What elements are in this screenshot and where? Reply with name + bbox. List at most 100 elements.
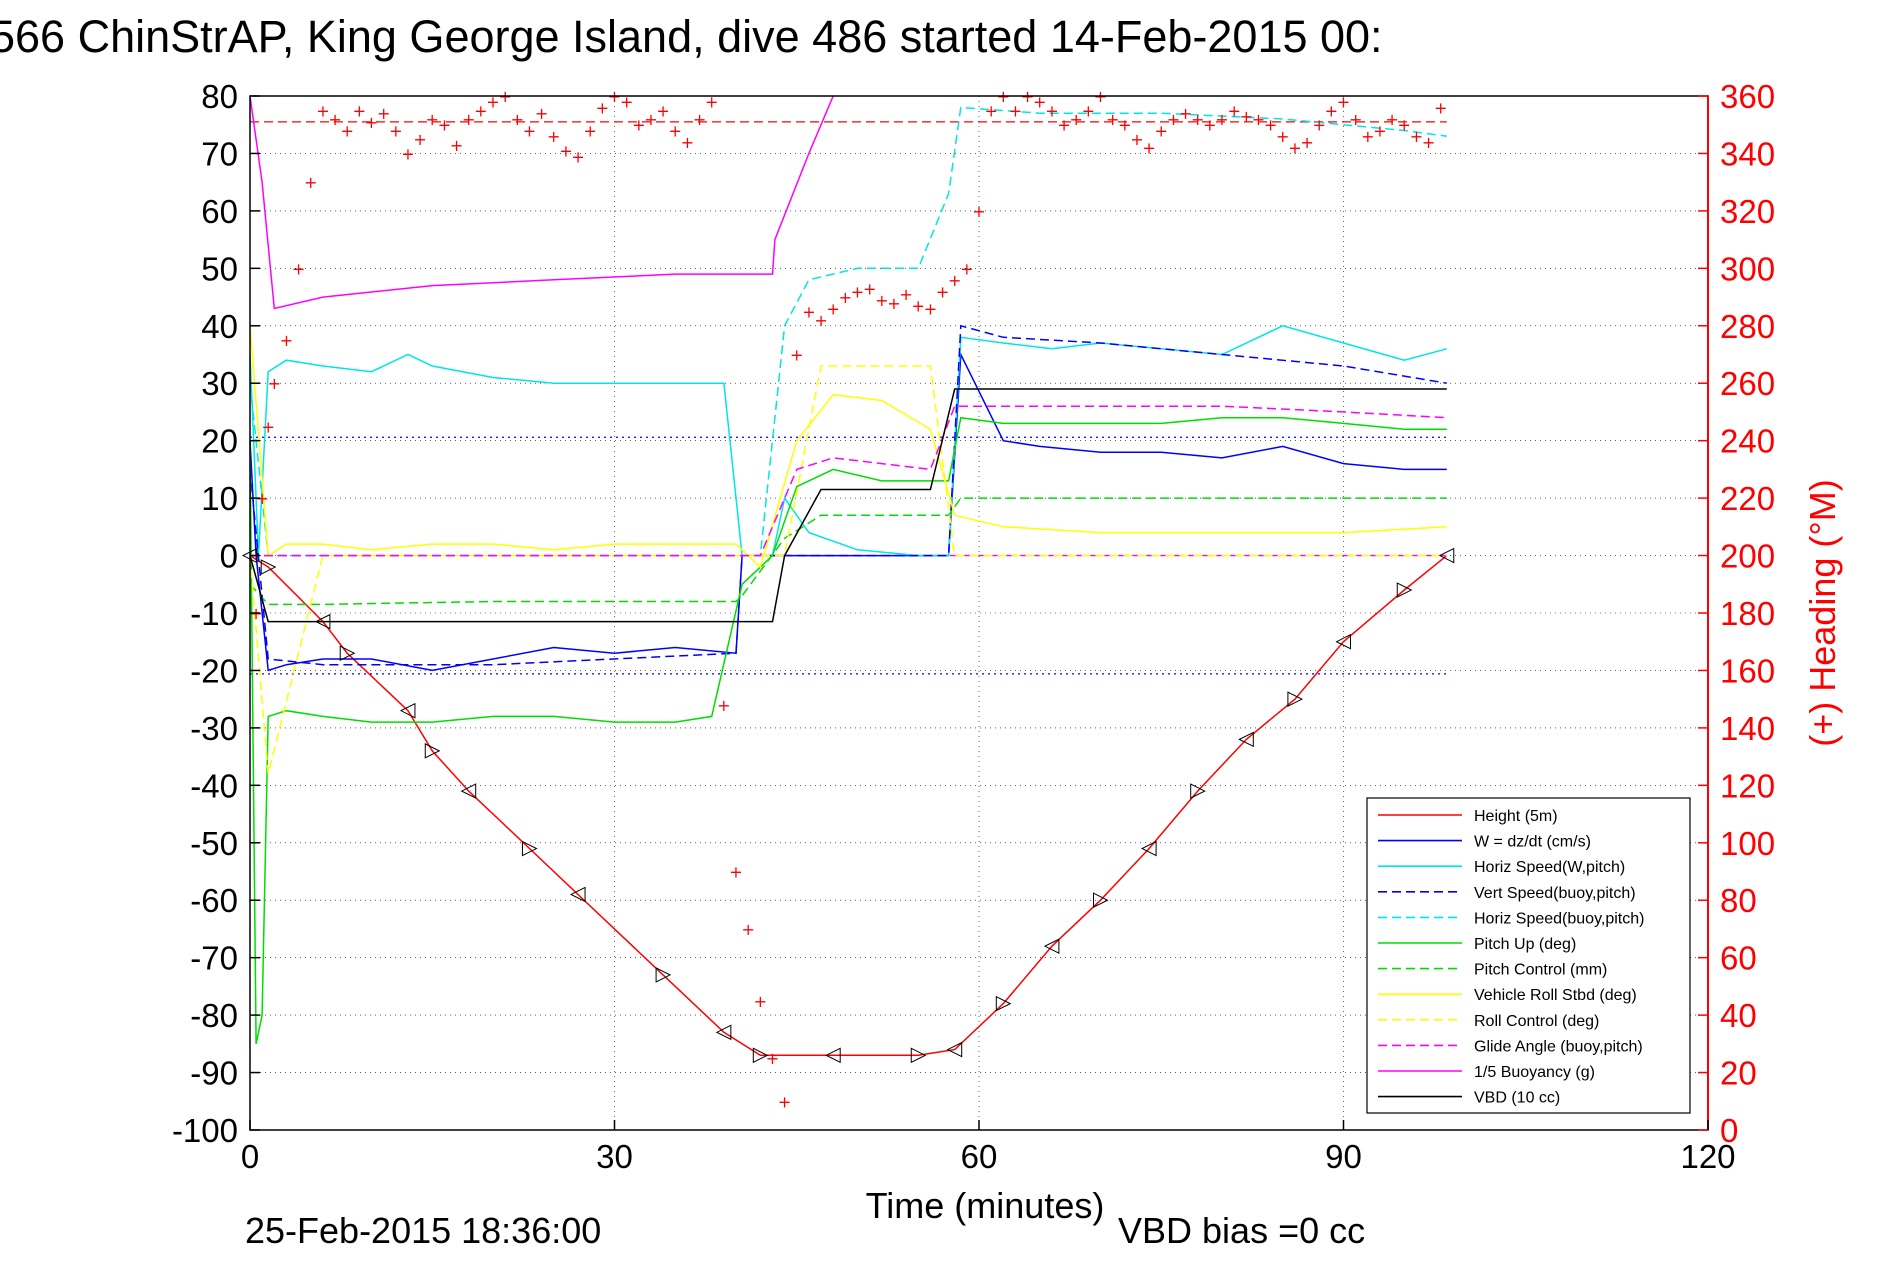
- y-tick-label-right: 0: [1720, 1112, 1738, 1149]
- heading-point: +: [1252, 110, 1265, 129]
- heading-point: +: [1057, 116, 1070, 135]
- heading-point: +: [1082, 101, 1095, 120]
- height-marker: [1438, 547, 1455, 564]
- y-axis-right-label: (+) Heading (°M): [1802, 479, 1843, 746]
- series-line-4: [249, 106, 1447, 557]
- legend-entry-label: Vert Speed(buoy,pitch): [1474, 885, 1636, 902]
- height-marker: [399, 702, 416, 719]
- height-marker: [424, 743, 441, 759]
- heading-point: +: [1300, 133, 1313, 152]
- height-marker: [752, 1047, 769, 1064]
- heading-point: +: [814, 311, 827, 330]
- heading-point: +: [802, 302, 815, 321]
- series-line-10: [249, 95, 834, 310]
- heading-point: +: [717, 696, 730, 715]
- series-layer: [249, 95, 1448, 1057]
- x-tick-label: 60: [961, 1138, 998, 1175]
- heading-point: +: [583, 121, 596, 140]
- y-tick-label-right: 160: [1720, 652, 1775, 689]
- heading-point: +: [401, 144, 414, 163]
- y-tick-label-left: 10: [201, 480, 238, 517]
- legend-entry-label: W = dz/dt (cm/s): [1474, 834, 1591, 851]
- heading-point: +: [365, 113, 378, 132]
- heading-point: +: [887, 294, 900, 313]
- heading-point: +: [1227, 101, 1240, 120]
- heading-point: +: [559, 142, 572, 161]
- heading-point: +: [1422, 133, 1435, 152]
- height-marker: [339, 645, 356, 662]
- y-tick-label-left: -10: [190, 595, 238, 632]
- height-marker: [1140, 840, 1157, 857]
- heading-point: +: [875, 291, 888, 310]
- heading-point: +: [1398, 116, 1411, 135]
- footer-date: 25-Feb-2015 18:36:00: [245, 1210, 601, 1251]
- y-tick-label-left: 0: [220, 538, 238, 575]
- heading-point: +: [1337, 93, 1350, 112]
- heading-point: +: [851, 282, 864, 301]
- heading-point: +: [462, 110, 475, 129]
- heading-point: +: [1069, 110, 1082, 129]
- heading-point: +: [511, 110, 524, 129]
- heading-point: +: [1033, 93, 1046, 112]
- y-tick-label-left: 20: [201, 423, 238, 460]
- series-line-3: [249, 324, 1447, 666]
- y-tick-label-right: 60: [1720, 940, 1757, 977]
- y-tick-label-left: -50: [190, 825, 238, 862]
- heading-point: +: [741, 920, 754, 939]
- x-tick-label: 120: [1680, 1138, 1735, 1175]
- heading-point: +: [924, 300, 937, 319]
- y-tick-label-left: -70: [190, 940, 238, 977]
- legend-entry-label: Vehicle Roll Stbd (deg): [1474, 987, 1637, 1004]
- heading-point: +: [863, 279, 876, 298]
- heading-point: +: [912, 297, 925, 316]
- heading-point: +: [1191, 110, 1204, 129]
- heading-point: +: [1373, 121, 1386, 140]
- heading-point: +: [1167, 110, 1180, 129]
- heading-point: +: [1155, 121, 1168, 140]
- height-marker: [1287, 691, 1304, 707]
- heading-point: +: [1434, 98, 1447, 117]
- y-tick-label-right: 100: [1720, 825, 1775, 862]
- x-tick-label: 90: [1325, 1138, 1362, 1175]
- y-tick-label-right: 80: [1720, 882, 1757, 919]
- series-line-1: [249, 351, 1447, 672]
- y-tick-label-left: 30: [201, 365, 238, 402]
- heading-point: +: [280, 331, 293, 350]
- heading-point: +: [632, 116, 645, 135]
- heading-point: +: [1312, 116, 1325, 135]
- y-tick-label-left: -20: [190, 652, 238, 689]
- heading-point: +: [571, 147, 584, 166]
- y-tick-label-right: 320: [1720, 193, 1775, 230]
- height-marker: [995, 995, 1012, 1012]
- y-tick-label-right: 260: [1720, 365, 1775, 402]
- heading-point: +: [1325, 101, 1338, 120]
- series-line-9: [250, 405, 1447, 557]
- height-marker: [715, 1024, 732, 1041]
- legend-entry-label: 1/5 Buoyancy (g): [1474, 1064, 1595, 1081]
- legend-entry-label: Roll Control (deg): [1474, 1013, 1599, 1030]
- height-marker: [521, 840, 538, 857]
- heading-point: +: [340, 121, 353, 140]
- y-tick-label-right: 300: [1720, 250, 1775, 287]
- heading-point: +: [948, 271, 961, 290]
- heading-point: +: [754, 992, 767, 1011]
- y-tick-label-left: -40: [190, 767, 238, 804]
- y-tick-label-left: -100: [172, 1112, 238, 1149]
- series-line-5: [249, 416, 1447, 1044]
- series-line-2: [249, 325, 1447, 557]
- series-line-0: [249, 554, 1448, 1057]
- x-axis-label: Time (minutes): [866, 1185, 1105, 1226]
- heading-point: +: [790, 346, 803, 365]
- height-marker: [1093, 892, 1109, 909]
- legend-entry-label: Horiz Speed(buoy,pitch): [1474, 910, 1644, 927]
- heading-point: +: [1130, 130, 1143, 149]
- series-line-6: [249, 497, 1447, 606]
- heading-point: +: [1288, 139, 1301, 158]
- heading-point: +: [426, 110, 439, 129]
- heading-point: +: [523, 121, 536, 140]
- footer-vbd-bias: VBD bias =0 cc: [1118, 1210, 1365, 1251]
- height-marker: [460, 783, 477, 799]
- heading-point: +: [304, 173, 317, 192]
- height-marker: [314, 613, 331, 630]
- heading-point: +: [1410, 127, 1423, 146]
